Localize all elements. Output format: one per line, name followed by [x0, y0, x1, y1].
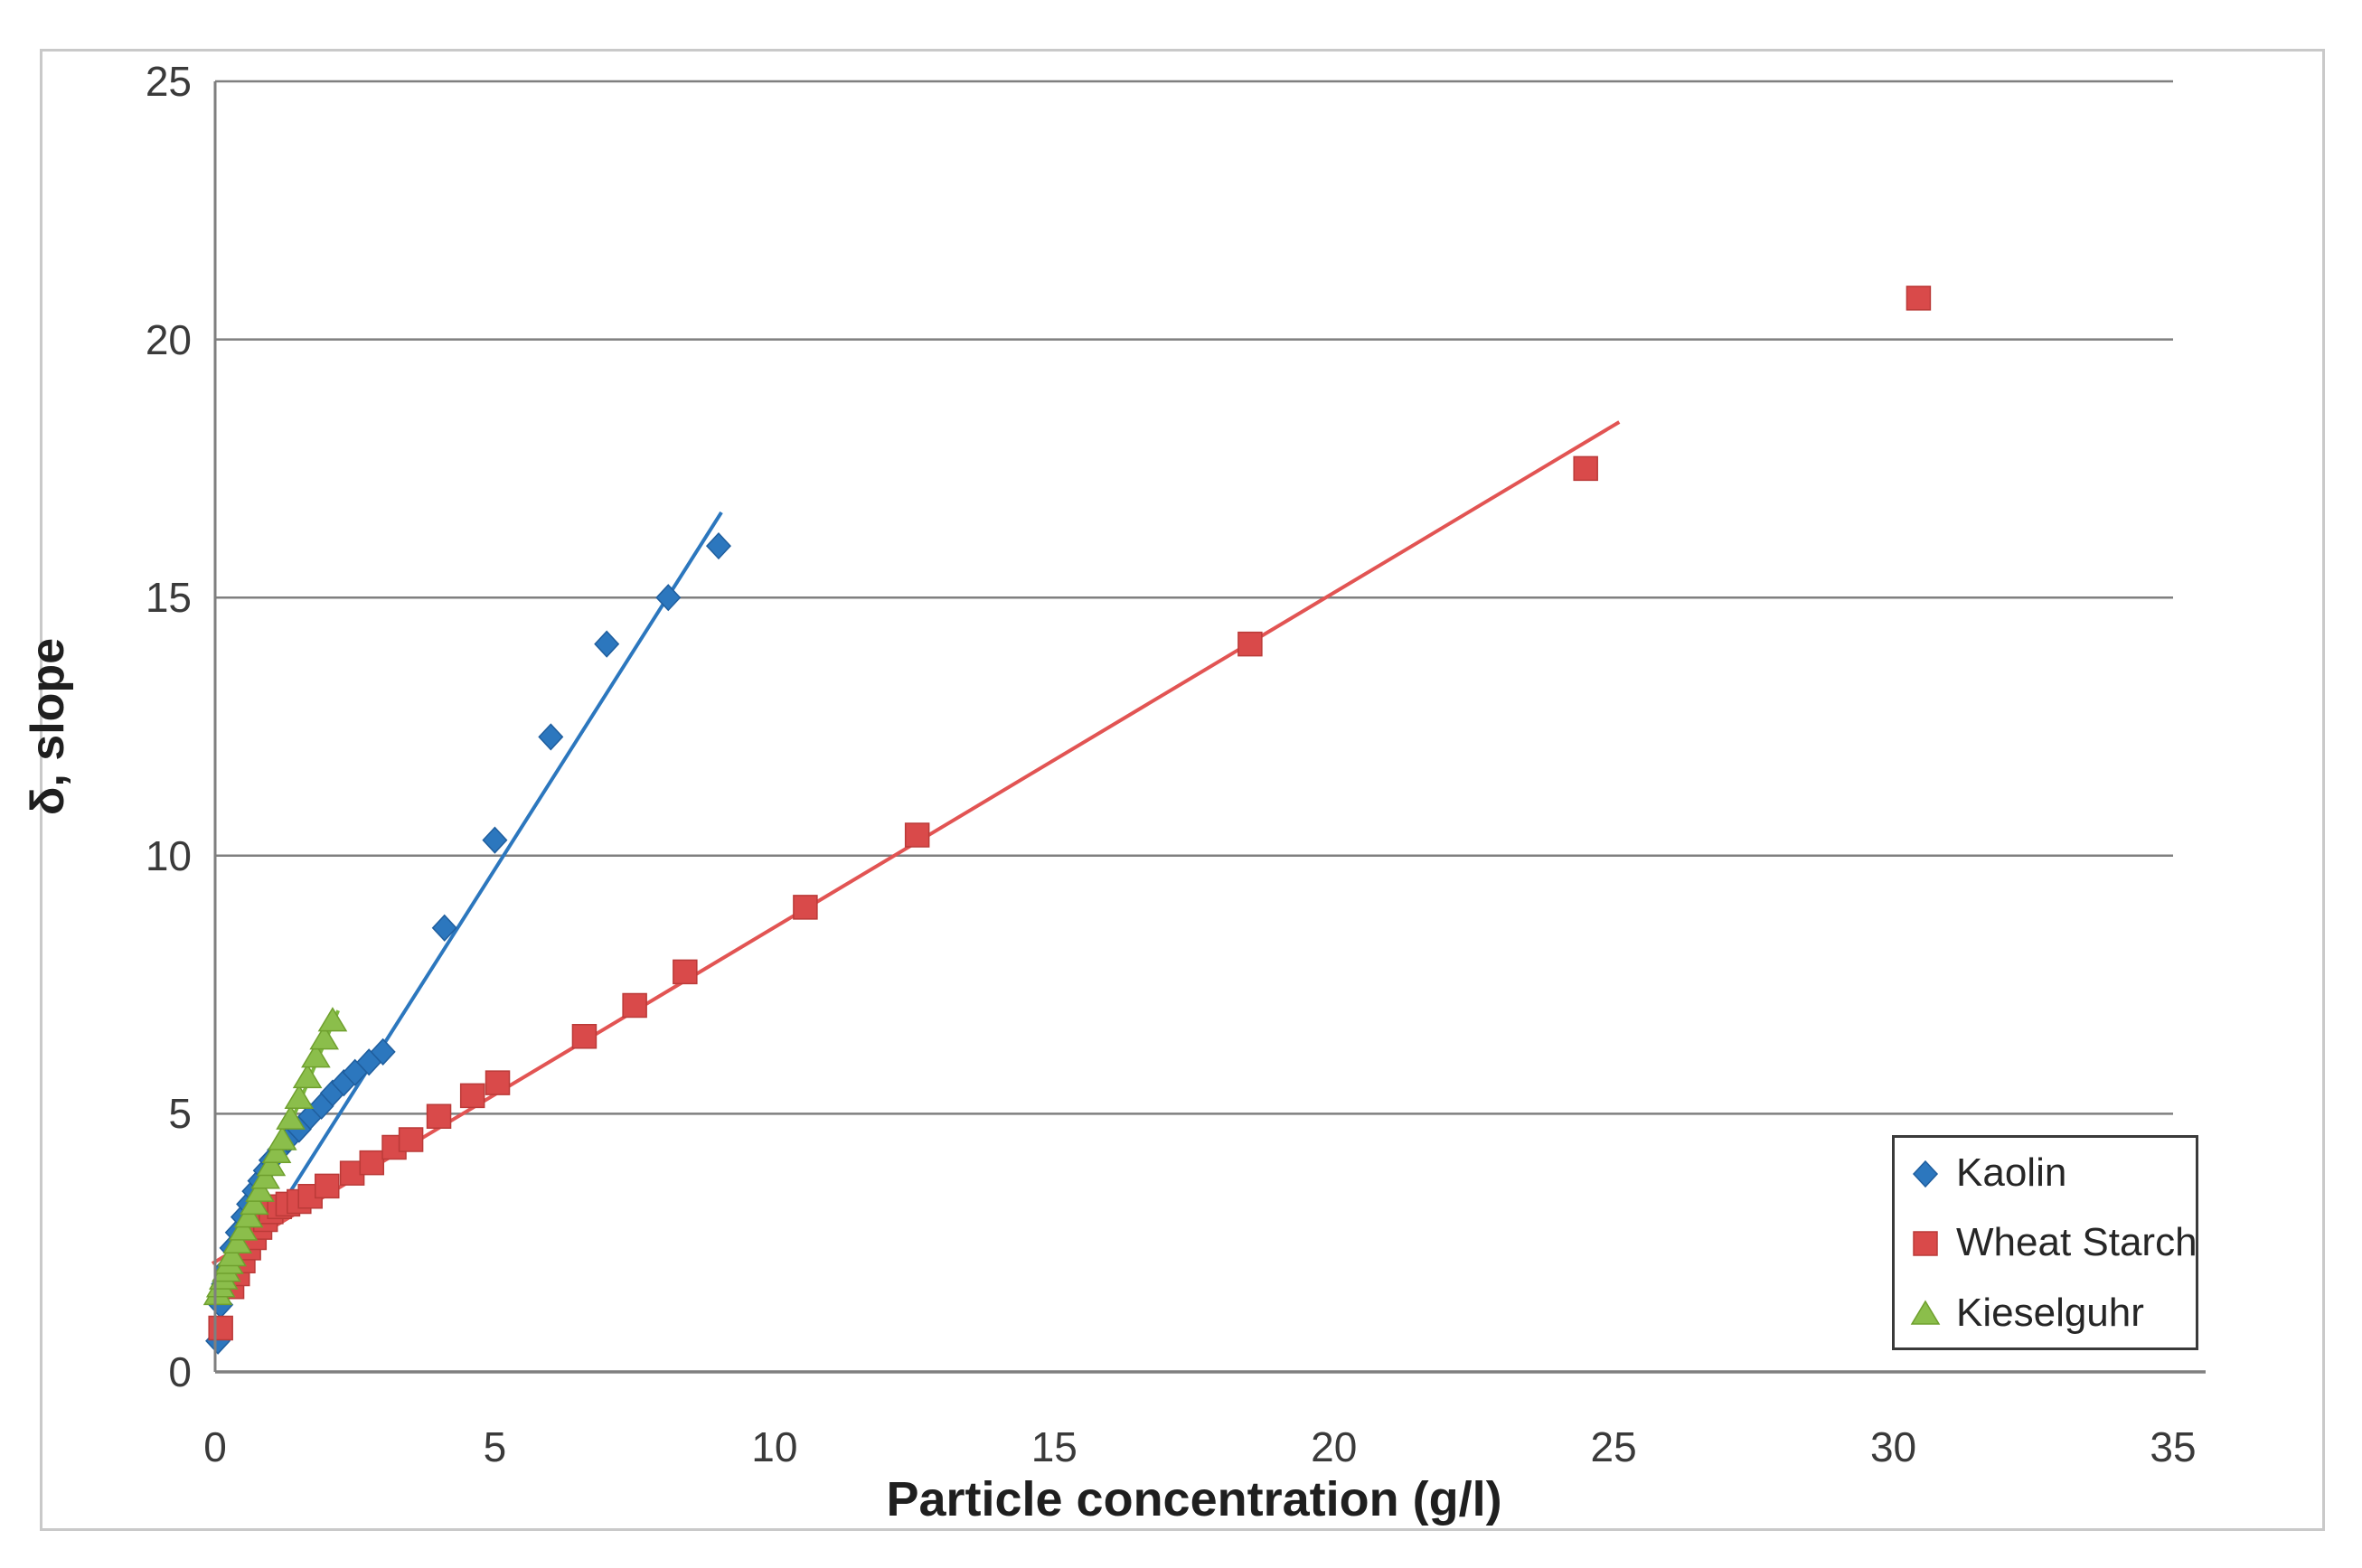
y-axis-title: δ, slope	[22, 637, 74, 816]
diamond-marker	[482, 826, 508, 854]
square-marker	[622, 992, 647, 1019]
triangle-marker	[250, 1164, 281, 1189]
axes-group	[213, 81, 2206, 1374]
y-tick-label-5: 5	[168, 1090, 192, 1138]
diamond-marker	[594, 630, 620, 658]
triangle-marker	[239, 1189, 269, 1216]
square-marker	[904, 822, 930, 848]
x-tick-label-20: 20	[1311, 1423, 1358, 1470]
square-marker	[315, 1173, 340, 1199]
square-marker	[571, 1023, 598, 1049]
triangle-legend-icon	[1910, 1300, 1941, 1325]
y-tick-label-10: 10	[145, 831, 192, 879]
square-marker	[459, 1083, 485, 1109]
diamond-marker	[538, 723, 564, 751]
triangle-marker	[261, 1138, 292, 1163]
triangle-marker	[233, 1203, 264, 1228]
diamond-marker	[655, 584, 682, 612]
series-wheat-starch	[208, 286, 1932, 1341]
square-marker	[673, 959, 698, 985]
legend-label: Wheat Starch	[1956, 1220, 2197, 1264]
triangle-marker	[256, 1151, 287, 1177]
legend-item-kaolin: Kaolin	[1907, 1148, 2066, 1198]
x-tick-label-15: 15	[1030, 1423, 1077, 1470]
legend-label: Kaolin	[1956, 1150, 2067, 1195]
triangle-marker	[222, 1228, 253, 1253]
trendlines-group	[211, 420, 1621, 1311]
square-marker	[1237, 631, 1263, 657]
triangle-marker	[309, 1025, 340, 1050]
x-tick-label-5: 5	[483, 1423, 507, 1470]
legend-item-kieselguhr: Kieselguhr	[1907, 1288, 2144, 1338]
square-marker	[426, 1103, 452, 1130]
triangle-marker	[228, 1216, 259, 1241]
diamond-legend-icon	[1912, 1160, 1939, 1188]
x-tick-label-0: 0	[203, 1423, 227, 1470]
series-kaolin	[205, 531, 731, 1355]
x-tick-label-25: 25	[1590, 1423, 1637, 1470]
square-marker	[1906, 286, 1932, 311]
triangle-marker	[317, 1007, 348, 1032]
data-markers-group	[202, 286, 1932, 1355]
legend-item-wheat-starch: Wheat Starch	[1907, 1217, 2197, 1268]
square-legend-icon	[1913, 1231, 1938, 1256]
y-tick-label-25: 25	[145, 58, 192, 105]
triangle-marker	[267, 1125, 297, 1150]
triangle-marker	[284, 1084, 315, 1110]
x-tick-label-35: 35	[2150, 1423, 2197, 1470]
legend-label: Kieselguhr	[1956, 1291, 2144, 1335]
square-marker	[398, 1127, 424, 1152]
series-kieselguhr	[202, 1007, 348, 1306]
diamond-marker	[431, 914, 457, 942]
triangle-marker	[217, 1242, 247, 1267]
triangle-marker	[292, 1063, 323, 1089]
triangle-marker	[301, 1043, 331, 1068]
x-tick-label-30: 30	[1869, 1423, 1917, 1470]
legend-box: Kaolin Wheat Starch Kieselguhr	[1892, 1135, 2198, 1350]
triangle-marker	[276, 1104, 306, 1130]
square-marker	[359, 1150, 385, 1176]
gridlines-group	[215, 80, 2173, 1115]
diamond-marker	[705, 531, 731, 560]
x-tick-label-10: 10	[751, 1423, 798, 1470]
triangle-marker	[245, 1177, 275, 1202]
x-axis-title: Particle concentration (g/l)	[886, 1472, 1502, 1526]
y-tick-label-20: 20	[145, 315, 192, 363]
y-tick-label-15: 15	[145, 574, 192, 622]
square-marker	[208, 1315, 233, 1341]
trendline-kaolin	[213, 511, 723, 1311]
square-marker	[339, 1160, 365, 1186]
square-marker	[793, 895, 818, 920]
y-tick-label-0: 0	[168, 1348, 192, 1395]
square-marker	[485, 1070, 511, 1095]
square-marker	[1573, 455, 1598, 482]
diamond-marker	[370, 1038, 396, 1066]
